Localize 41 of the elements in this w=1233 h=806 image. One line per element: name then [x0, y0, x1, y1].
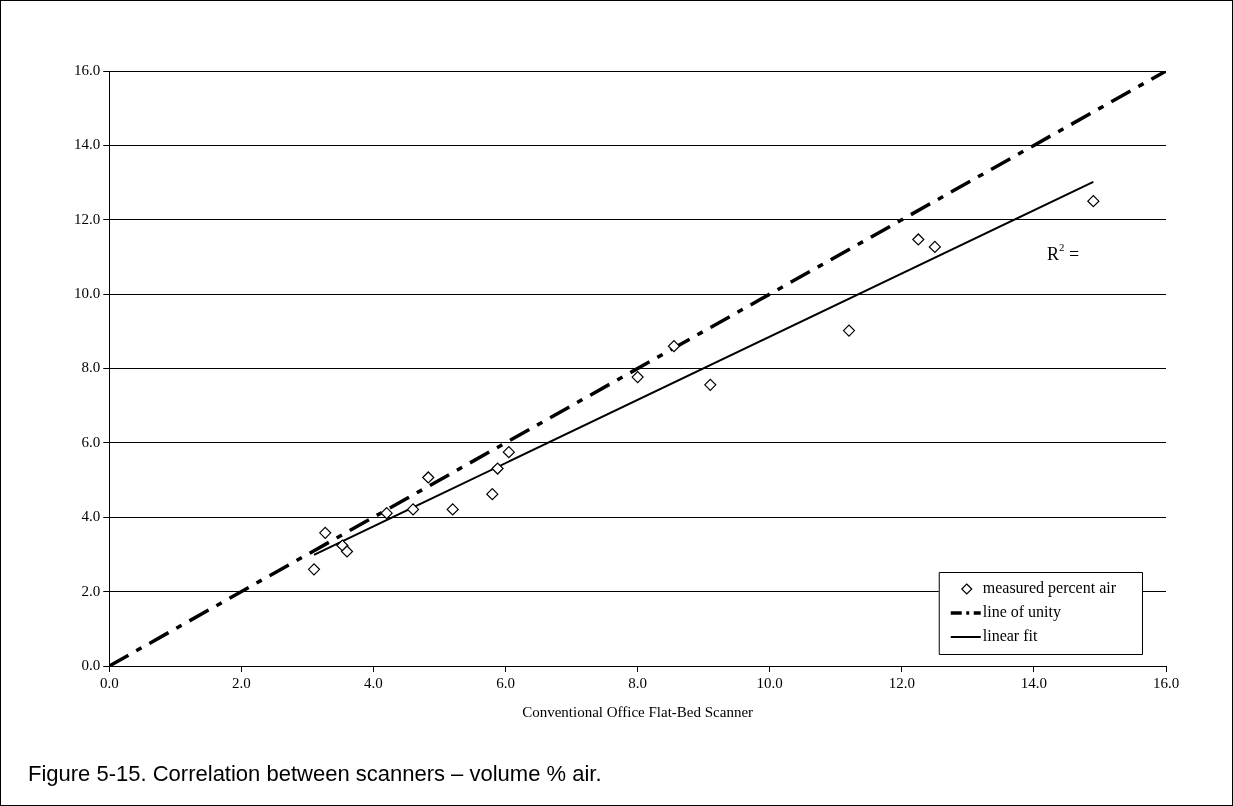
y-tick-label: 10.0	[74, 285, 101, 302]
point	[319, 526, 332, 539]
point	[842, 324, 856, 337]
y-tick-label: 16.0	[74, 61, 101, 78]
legend-label: line of unity	[982, 603, 1061, 622]
x-tick-label: 2.0	[231, 674, 251, 691]
point	[928, 240, 941, 253]
x-axis-title: Conventional Office Flat-Bed Scanner	[522, 703, 754, 720]
caption: Figure 5-15. Correlation between scanners – volume % air.	[28, 761, 602, 787]
point	[704, 378, 717, 391]
x-tick-label: 16.0	[1152, 674, 1180, 691]
point	[422, 471, 435, 484]
y-tick-label: 4.0	[81, 508, 101, 525]
point	[667, 340, 681, 353]
y-tick-label: 0.0	[81, 656, 101, 673]
y-tick-label: 14.0	[74, 136, 101, 153]
y-tick-label: 12.0	[74, 210, 101, 227]
x-tick-label: 0.0	[99, 674, 119, 691]
point	[307, 563, 321, 576]
x-tick-label: 10.0	[756, 674, 783, 691]
point	[502, 446, 515, 459]
point	[446, 503, 459, 516]
point	[491, 462, 504, 475]
point	[631, 370, 644, 384]
point	[912, 233, 925, 246]
legend-label: measured percent air	[982, 579, 1117, 598]
x-tick-label: 8.0	[628, 674, 647, 691]
point	[380, 507, 393, 520]
legend-label: linear fit	[982, 627, 1038, 645]
y-tick-label: 6.0	[81, 433, 101, 450]
point	[406, 503, 420, 516]
point	[486, 488, 499, 501]
y-tick-label: 2.0	[81, 582, 101, 599]
y-tick-label: 8.0	[81, 359, 101, 376]
x-tick-label: 6.0	[496, 674, 515, 691]
point	[336, 539, 349, 552]
point	[340, 545, 354, 558]
x-tick-label: 4.0	[364, 674, 383, 691]
x-tick-label: 12.0	[888, 674, 915, 691]
point	[1087, 195, 1100, 208]
x-tick-label: 14.0	[1020, 674, 1048, 691]
